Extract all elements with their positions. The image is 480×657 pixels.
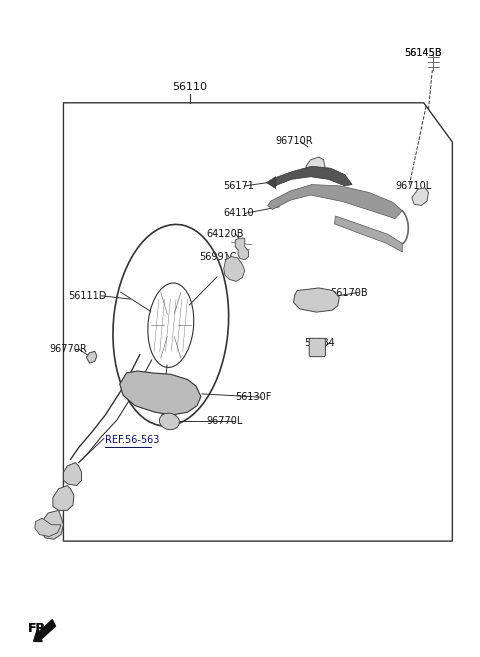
Text: 56184: 56184 xyxy=(304,338,335,348)
Polygon shape xyxy=(271,166,352,187)
Polygon shape xyxy=(63,463,82,486)
Ellipse shape xyxy=(159,413,180,430)
Polygon shape xyxy=(120,371,201,415)
Text: 56171: 56171 xyxy=(223,181,254,191)
Polygon shape xyxy=(86,351,97,363)
FancyArrow shape xyxy=(34,620,56,641)
Text: 64110: 64110 xyxy=(223,208,254,218)
Text: FR.: FR. xyxy=(28,622,51,635)
FancyBboxPatch shape xyxy=(309,338,325,357)
Text: 56145B: 56145B xyxy=(405,48,442,58)
Polygon shape xyxy=(306,157,325,177)
Polygon shape xyxy=(412,188,429,206)
Text: 96710L: 96710L xyxy=(395,181,432,191)
Polygon shape xyxy=(235,238,249,260)
Text: 56111D: 56111D xyxy=(68,291,107,301)
Text: 96770L: 96770L xyxy=(206,417,243,426)
Polygon shape xyxy=(335,216,402,252)
Polygon shape xyxy=(266,177,276,189)
Text: 56110: 56110 xyxy=(172,81,207,92)
Polygon shape xyxy=(268,185,402,219)
Text: 64120B: 64120B xyxy=(206,229,244,238)
Text: 96770R: 96770R xyxy=(49,344,87,354)
Polygon shape xyxy=(224,256,245,281)
Text: 56130F: 56130F xyxy=(235,392,272,402)
Polygon shape xyxy=(53,486,74,510)
Polygon shape xyxy=(35,518,61,537)
Text: 56991C: 56991C xyxy=(199,252,237,261)
Text: 96710R: 96710R xyxy=(276,137,313,147)
Text: 56145B: 56145B xyxy=(405,48,442,58)
Polygon shape xyxy=(293,288,339,312)
Text: FR.: FR. xyxy=(28,622,51,635)
Polygon shape xyxy=(40,510,63,539)
Text: 56170B: 56170B xyxy=(330,288,367,298)
Text: REF.56-563: REF.56-563 xyxy=(106,435,160,445)
